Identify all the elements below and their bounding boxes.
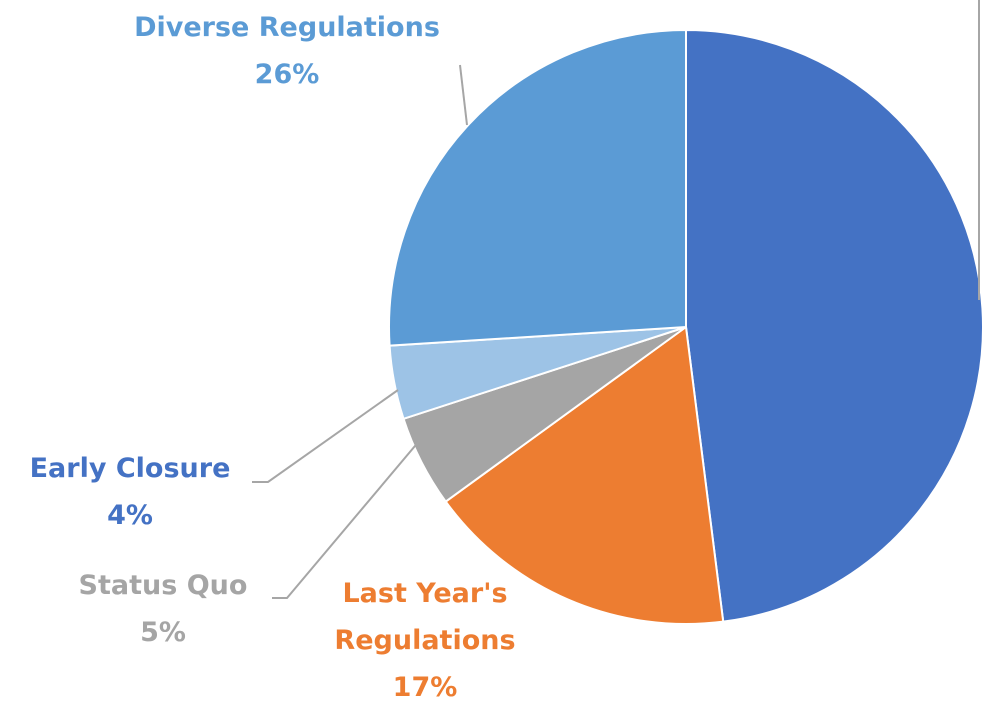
- data-label: Early Closure 4%: [0, 445, 260, 539]
- leader-line: [459, 64, 468, 126]
- slice: [444, 325, 725, 625]
- data-label: Last Year's Regulations 17%: [310, 570, 540, 703]
- data-label: Status Quo 5%: [43, 562, 283, 656]
- category-label: Diverse Regulations: [134, 12, 440, 43]
- slice: [388, 28, 687, 347]
- value-label: 5%: [140, 617, 186, 648]
- slice: [685, 28, 984, 623]
- value-label: 4%: [107, 500, 153, 531]
- category-label: Early Closure: [29, 453, 231, 484]
- value-label: 26%: [254, 59, 320, 90]
- slices: [388, 28, 984, 625]
- leader-line: [252, 389, 399, 483]
- category-label: Last Year's Regulations: [334, 578, 516, 656]
- leader-line: [272, 439, 421, 599]
- category-label: Status Quo: [78, 570, 248, 601]
- leader-lines: [252, 0, 980, 599]
- value-label: 17%: [392, 672, 458, 703]
- data-label: Diverse Regulations 26%: [87, 4, 487, 98]
